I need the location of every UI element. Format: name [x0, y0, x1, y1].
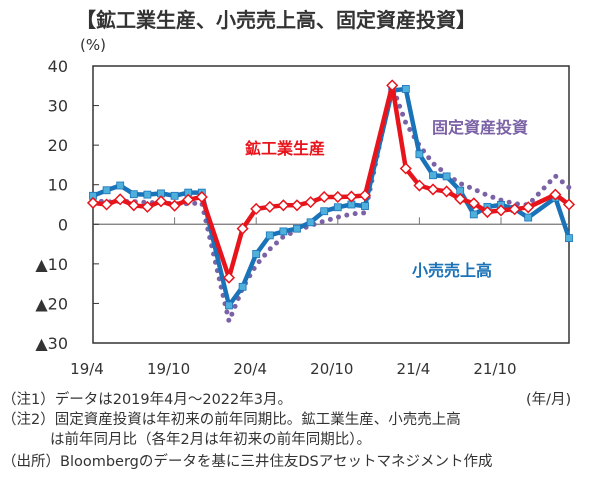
y-tick-label: 20: [48, 136, 68, 155]
data-point-diamond: [222, 271, 236, 284]
y-tick-label: ▲30: [35, 334, 68, 353]
data-point-diamond: [467, 197, 480, 210]
label-industrial-production: 鉱工業生産: [245, 139, 325, 158]
source-note: （出所）Bloombergのデータを基に三井住友DSアセットマネジメント作成: [2, 454, 493, 470]
chart-title: 【鉱工業生産、小売売上高、固定資産投資】: [76, 8, 476, 32]
data-point-square: [170, 191, 179, 200]
data-point-square: [116, 181, 125, 190]
data-point-diamond: [426, 183, 440, 196]
x-tick-label: 19/4: [70, 360, 104, 378]
y-axis-unit: (%): [80, 36, 106, 54]
data-point-diamond: [100, 198, 113, 211]
data-point-diamond: [494, 204, 508, 217]
data-point-diamond: [168, 199, 181, 212]
data-point-square: [265, 231, 274, 240]
series-line: [90, 76, 572, 330]
data-point-diamond: [522, 201, 535, 214]
data-point-square: [238, 282, 247, 291]
y-tick-label: 0: [58, 215, 68, 234]
data-point-diamond: [508, 203, 521, 216]
y-tick-label: ▲20: [35, 294, 68, 313]
data-point-diamond: [331, 190, 344, 204]
data-point-square: [565, 234, 573, 243]
series-solid-diamond: [86, 79, 576, 284]
data-point-diamond: [399, 162, 412, 175]
data-point-diamond: [114, 193, 127, 206]
data-point-square: [102, 186, 111, 195]
data-point-diamond: [250, 202, 263, 215]
data-point-square: [333, 203, 342, 212]
data-point-diamond: [141, 200, 154, 213]
data-point-square: [252, 250, 261, 258]
data-point-square: [225, 301, 233, 310]
series-dotted: [90, 76, 572, 330]
data-point-diamond: [358, 189, 372, 202]
data-point-diamond: [318, 190, 331, 204]
data-point-diamond: [182, 193, 195, 206]
data-point-diamond: [290, 199, 304, 212]
data-point-diamond: [413, 179, 426, 192]
data-point-diamond: [481, 205, 494, 219]
data-point-square: [361, 202, 369, 210]
data-point-square: [279, 227, 288, 236]
x-tick-label: 20/4: [233, 360, 267, 378]
data-point-square: [129, 190, 138, 199]
y-tick-label: 30: [48, 97, 68, 116]
data-point-square: [143, 190, 152, 199]
y-tick-label: ▲10: [35, 255, 68, 274]
data-point-diamond: [263, 200, 276, 213]
data-point-square: [442, 172, 451, 181]
data-point-diamond: [440, 185, 453, 198]
data-point-square: [524, 213, 533, 222]
data-point-square: [401, 85, 410, 93]
data-point-diamond: [195, 190, 208, 204]
data-point-square: [306, 218, 315, 227]
data-point-square: [320, 207, 329, 216]
data-point-diamond: [277, 199, 290, 212]
data-point-square: [415, 150, 424, 159]
data-point-square: [469, 210, 478, 219]
note-2a: （注2）固定資産投資は年初来の前年同期比。鉱工業生産、小売売上高: [2, 412, 461, 428]
x-tick-label: 19/10: [147, 360, 190, 378]
data-point-diamond: [236, 222, 249, 235]
x-tick-label: 21/10: [473, 360, 516, 378]
y-tick-label: 10: [48, 176, 68, 195]
data-point-diamond: [154, 195, 168, 208]
data-point-diamond: [386, 79, 399, 92]
data-point-diamond: [127, 199, 140, 212]
data-point-diamond: [454, 192, 467, 206]
data-point-diamond: [304, 196, 317, 209]
x-axis-unit: (年/月): [526, 392, 572, 408]
data-point-diamond: [86, 196, 100, 209]
note-2b: は前年同月比（各年2月は年初来の前年同期比）。: [50, 432, 371, 448]
data-point-square: [429, 171, 437, 180]
data-point-diamond: [345, 190, 358, 203]
y-tick-label: 40: [48, 57, 68, 76]
label-fixed-asset-investment: 固定資産投資: [432, 118, 528, 137]
data-point-square: [293, 224, 301, 233]
series-line: [92, 83, 571, 280]
note-1: （注1）データは2019年4月～2022年3月。: [2, 392, 292, 408]
x-tick-label: 20/10: [310, 360, 353, 378]
label-retail-sales: 小売売上高: [412, 261, 492, 280]
x-tick-label: 21/4: [397, 360, 431, 378]
data-point-diamond: [562, 198, 576, 211]
data-point-diamond: [549, 188, 562, 201]
